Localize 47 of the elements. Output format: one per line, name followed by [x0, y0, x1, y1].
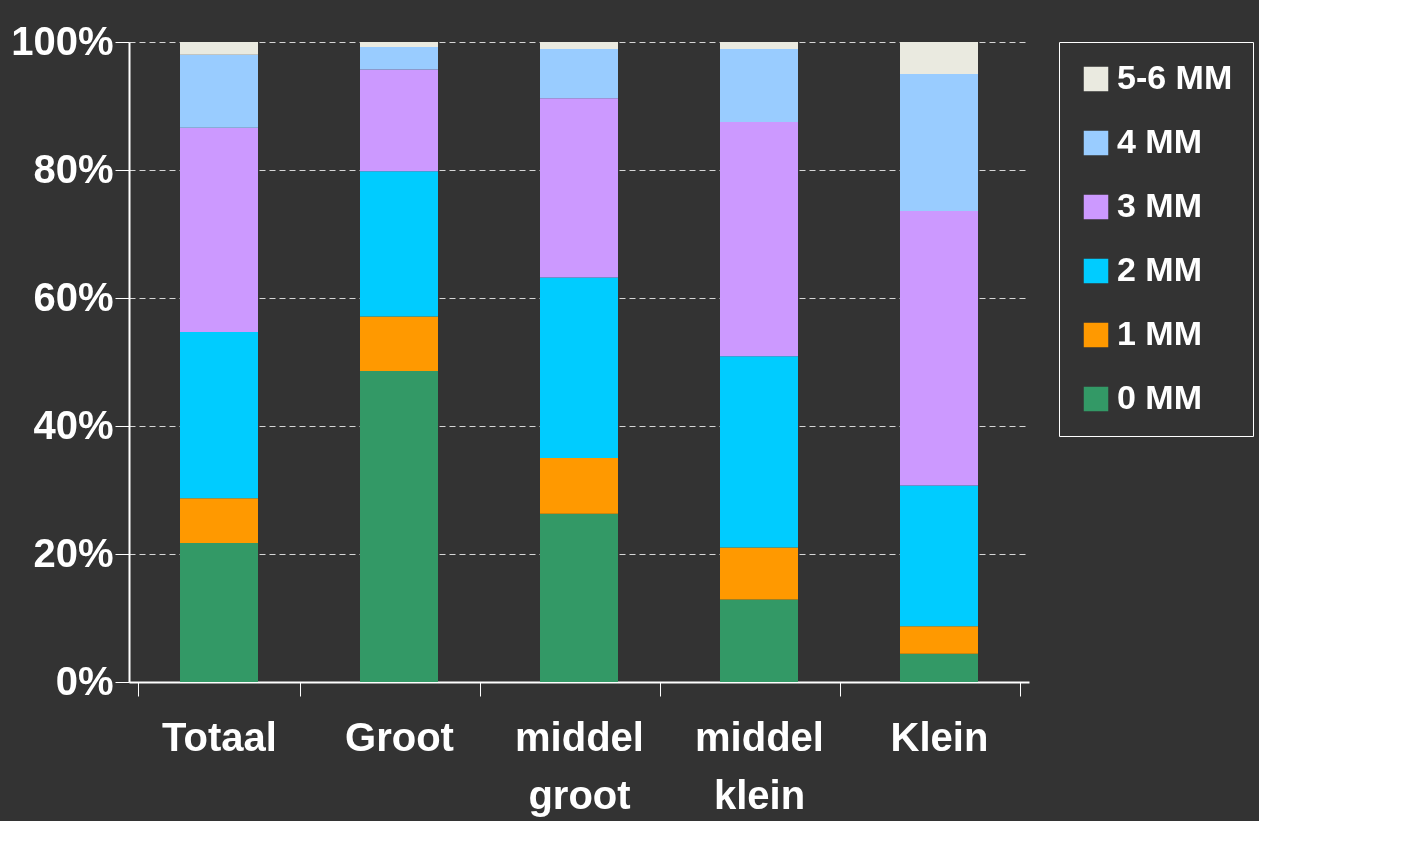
- y-tick-label: 100%: [11, 18, 114, 63]
- x-tick-label: middel klein: [695, 714, 824, 817]
- bar: [900, 74, 978, 211]
- bar: [180, 42, 258, 55]
- bar: [180, 54, 258, 128]
- bar: [720, 599, 798, 682]
- legend-label: 1 MM: [1117, 314, 1202, 352]
- bar: [720, 42, 798, 50]
- bar: [540, 513, 618, 682]
- legend-label: 3 MM: [1117, 186, 1202, 224]
- bar: [720, 356, 798, 548]
- bar: [360, 370, 438, 682]
- bar: [360, 171, 438, 317]
- bar: [720, 122, 798, 357]
- y-tick-label: 40%: [33, 402, 114, 447]
- bar: [900, 485, 978, 627]
- x-tick-label: Totaal: [162, 714, 277, 759]
- x-tick-label: Groot: [345, 714, 454, 759]
- bar: [540, 42, 618, 50]
- bar: [540, 98, 618, 278]
- bar: [360, 69, 438, 172]
- bar: [180, 331, 258, 499]
- bar: [540, 277, 618, 458]
- bar: [180, 498, 258, 544]
- bar: [900, 626, 978, 654]
- bar: [720, 547, 798, 600]
- x-tick-label: middel groot: [515, 714, 644, 817]
- bar: [900, 42, 978, 74]
- y-tick-label: 60%: [33, 274, 114, 319]
- bar: [540, 49, 618, 99]
- bar: [180, 127, 258, 332]
- bar: [900, 653, 978, 682]
- y-tick-label: 80%: [33, 146, 114, 191]
- bar: [360, 316, 438, 371]
- bar: [720, 49, 798, 122]
- bar: [360, 47, 438, 70]
- legend-label: 5-6 MM: [1117, 58, 1233, 96]
- y-tick-label: 20%: [33, 530, 114, 575]
- x-tick-label: Klein: [890, 714, 989, 759]
- bar: [360, 42, 438, 48]
- legend-label: 0 MM: [1117, 378, 1202, 416]
- y-tick-label: 0%: [55, 658, 114, 703]
- bar: [900, 210, 978, 486]
- bar: [540, 458, 618, 514]
- legend-label: 2 MM: [1117, 250, 1202, 288]
- bar: [180, 543, 258, 682]
- legend-label: 4 MM: [1117, 122, 1202, 160]
